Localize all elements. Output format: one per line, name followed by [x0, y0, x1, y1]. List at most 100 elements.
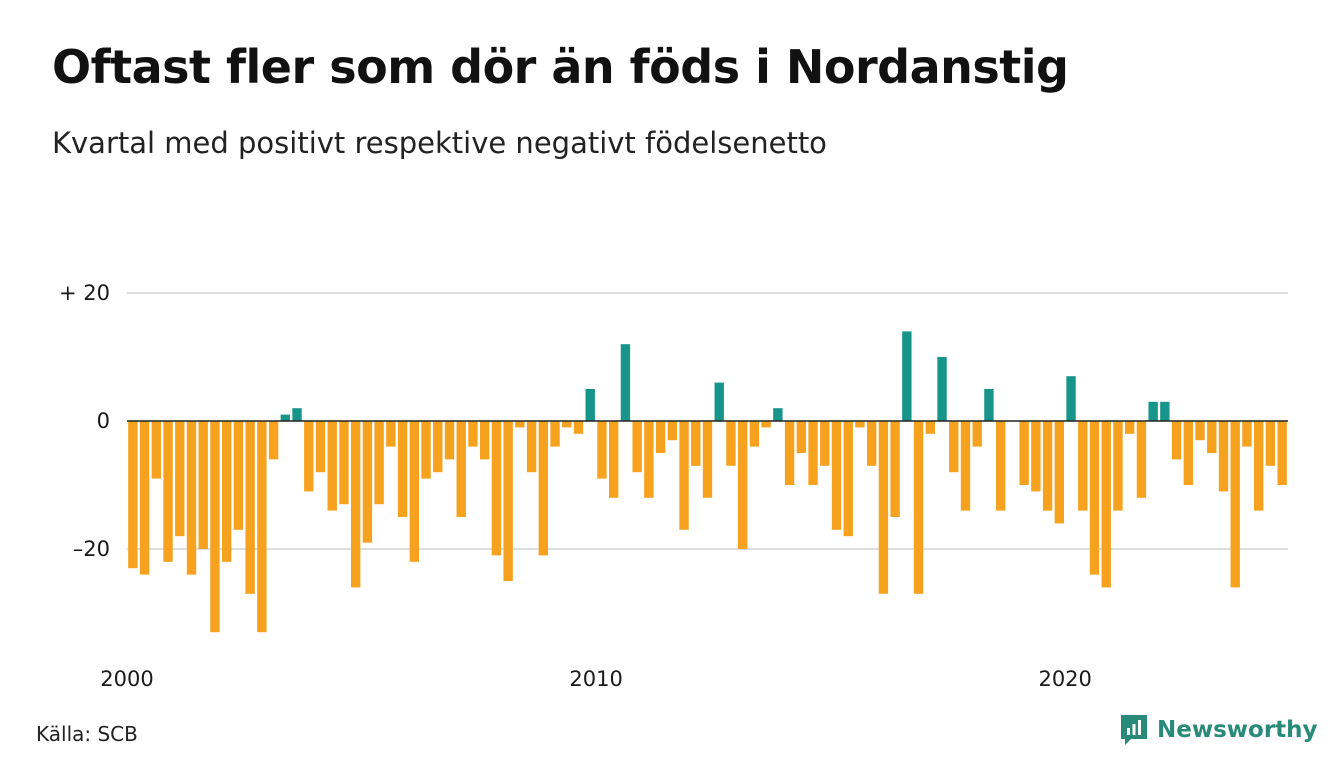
chart-subtitle: Kvartal med positivt respektive negativt… [52, 126, 827, 160]
bar [315, 421, 326, 473]
newsworthy-logo-icon [1121, 715, 1147, 745]
bar [1031, 421, 1041, 492]
bar [655, 421, 666, 453]
bar [350, 421, 361, 588]
bar [397, 421, 408, 517]
bar [1242, 421, 1252, 447]
bar [855, 421, 865, 428]
bar [433, 421, 443, 473]
bar [151, 421, 162, 479]
bar [831, 421, 842, 530]
bar [620, 344, 631, 421]
bar [585, 389, 595, 421]
bar [233, 421, 244, 530]
bar [972, 421, 982, 447]
bar [304, 421, 314, 492]
source-note: Källa: SCB [36, 722, 138, 746]
bar [128, 421, 138, 569]
bar [1113, 421, 1123, 511]
bar [902, 331, 912, 421]
bar [1265, 421, 1276, 466]
bar [1253, 421, 1264, 511]
bar [1042, 421, 1053, 511]
bar [268, 421, 279, 460]
bar [1124, 421, 1135, 434]
bar [1089, 421, 1100, 575]
bar [444, 421, 455, 460]
bar [1277, 421, 1287, 485]
bar [515, 421, 525, 428]
bar [761, 421, 771, 428]
bar [890, 421, 900, 517]
bar [796, 421, 807, 453]
bar [960, 421, 971, 511]
bar [1136, 421, 1147, 498]
axes: + 20 0 –20 2000 2010 2020 [59, 281, 1288, 691]
bar [257, 421, 267, 633]
bar [691, 421, 701, 466]
bar [632, 421, 642, 473]
bar [1171, 421, 1182, 460]
bar [327, 421, 337, 511]
bar [374, 421, 384, 505]
bar [479, 421, 490, 460]
chart-title: Oftast fler som dör än föds i Nordanstig [52, 40, 1069, 94]
bar [726, 421, 736, 466]
bar [866, 421, 877, 466]
brand-name: Newsworthy [1157, 717, 1318, 743]
bar [843, 421, 853, 537]
bar [937, 357, 947, 421]
bar [995, 421, 1006, 511]
bar [221, 421, 232, 562]
bar [925, 421, 936, 434]
bar [163, 421, 173, 562]
bar [737, 421, 748, 549]
bar [984, 389, 994, 421]
bar [784, 421, 795, 485]
bar [714, 382, 724, 421]
bar [608, 421, 619, 498]
bar [550, 421, 560, 447]
bar [1101, 421, 1111, 588]
bar [1054, 421, 1065, 524]
bar [1148, 401, 1158, 421]
bar [667, 421, 678, 441]
bar [702, 421, 713, 498]
bar [175, 421, 185, 537]
bar [186, 421, 197, 575]
brand-logo: Newsworthy [1119, 712, 1318, 748]
bar [339, 421, 349, 505]
bar [538, 421, 549, 556]
bar [1019, 421, 1029, 485]
bar [878, 421, 889, 594]
bar [292, 408, 302, 421]
bar [245, 421, 255, 594]
bar [1183, 421, 1194, 485]
bar [1230, 421, 1240, 588]
bar [597, 421, 607, 479]
bar [280, 414, 291, 421]
bar [468, 421, 478, 447]
bars [128, 331, 1287, 633]
bar [913, 421, 924, 594]
bar [491, 421, 502, 556]
bar [139, 421, 150, 575]
bar [362, 421, 373, 543]
bar [1207, 421, 1217, 453]
bar [210, 421, 220, 633]
bar [1160, 401, 1170, 421]
y-tick-label: –20 [73, 537, 110, 561]
bar [1066, 376, 1076, 421]
x-tick-label: 2020 [1038, 667, 1091, 691]
bar [679, 421, 689, 530]
bar [1078, 421, 1088, 511]
bar [562, 421, 572, 428]
bar [1218, 421, 1229, 492]
bar [573, 421, 584, 434]
bar [1195, 421, 1205, 441]
bar [526, 421, 537, 473]
bar-chart: + 20 0 –20 2000 2010 2020 [59, 281, 1288, 691]
bar [503, 421, 513, 581]
bar [820, 421, 830, 466]
bar [421, 421, 431, 479]
